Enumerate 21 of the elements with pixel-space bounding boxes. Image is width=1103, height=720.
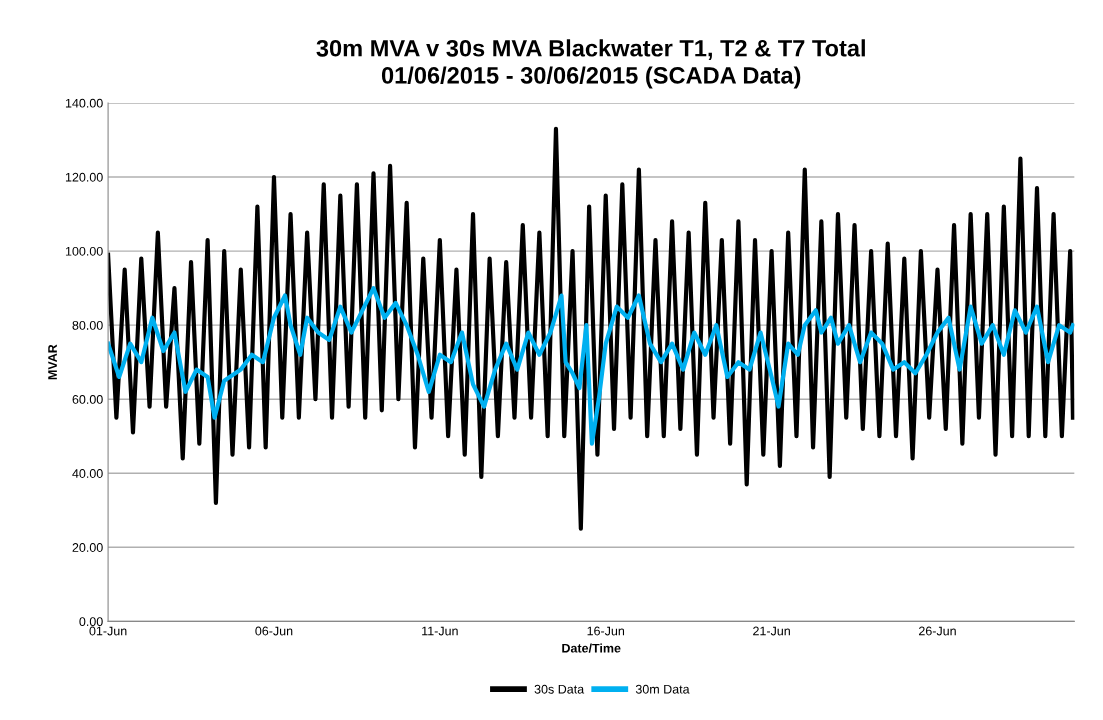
y-tick-label: 40.00 (72, 469, 103, 478)
x-axis-title: Date/Time (562, 643, 621, 653)
y-tick-label: 20.00 (72, 543, 103, 552)
y-tick-label: 100.00 (65, 246, 103, 256)
chart-title: 30m MVA v 30s MVA Blackwater T1, T2 & T7 Total 01/06/2015 - 30/06/2015 (SCADA Data) (316, 39, 865, 89)
x-tick-label: 06-Jun (255, 626, 293, 636)
y-axis-title: MVAR (48, 344, 57, 380)
x-tick-label: 01-Jun (89, 626, 127, 636)
line-series (108, 286, 1075, 446)
legend-label: 30m Data (635, 684, 690, 694)
legend-label: 30s Data (534, 684, 585, 694)
y-tick-label: 120.00 (65, 172, 103, 182)
y-tick-label: 60.00 (72, 394, 103, 404)
y-tick-label: 140.00 (65, 98, 103, 108)
x-tick-label: 11-Jun (422, 626, 458, 636)
x-tick-label: 21-Jun (753, 626, 790, 636)
y-tick-label: 0.00 (79, 617, 103, 627)
x-tick-label: 26-Jun (918, 626, 956, 636)
line-series (108, 126, 1075, 531)
y-tick-label: 80.00 (72, 320, 103, 330)
x-tick-label: 16-Jun (587, 626, 625, 636)
